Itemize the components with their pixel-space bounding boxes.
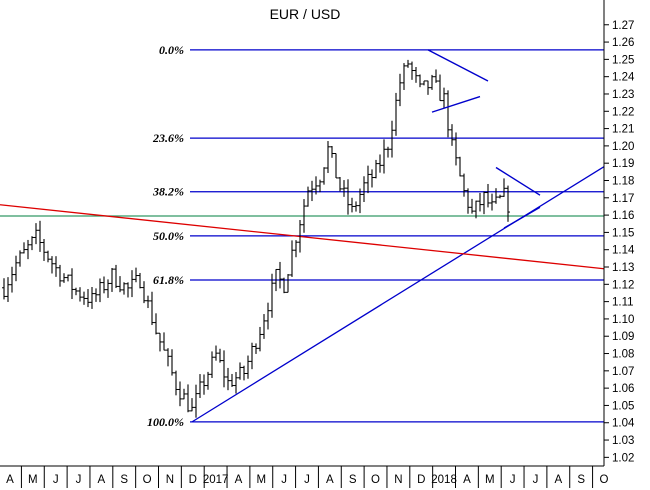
y-tick-label-16: 1.11 bbox=[612, 297, 634, 309]
y-tick-label-17: 1.10 bbox=[612, 314, 634, 326]
x-tick-label-13: J bbox=[304, 474, 310, 486]
x-tick-label-17: N bbox=[394, 474, 402, 486]
fib-label-5: 100.0% bbox=[147, 415, 184, 429]
x-tick-label-11: M bbox=[257, 474, 267, 486]
y-tick-label-5: 1.22 bbox=[612, 106, 634, 118]
y-tick-label-4: 1.23 bbox=[612, 89, 634, 101]
fib-label-4: 61.8% bbox=[153, 273, 184, 287]
y-tick-label-13: 1.14 bbox=[612, 245, 635, 257]
chart-title: EUR / USD bbox=[270, 6, 341, 22]
x-tick-label-24: A bbox=[554, 474, 562, 486]
x-tick-label-20: A bbox=[463, 474, 471, 486]
x-tick-label-2: J bbox=[53, 474, 59, 486]
y-tick-label-2: 1.25 bbox=[612, 54, 634, 66]
y-tick-label-14: 1.13 bbox=[612, 262, 634, 274]
x-tick-label-23: J bbox=[533, 474, 539, 486]
y-tick-label-20: 1.07 bbox=[612, 366, 634, 378]
triangle-1-line-0 bbox=[495, 166, 541, 196]
y-tick-label-25: 1.02 bbox=[612, 452, 634, 464]
x-tick-label-1: M bbox=[28, 474, 38, 486]
x-tick-label-4: A bbox=[98, 474, 106, 486]
x-tick-label-12: J bbox=[281, 474, 287, 486]
x-tick-label-10: A bbox=[235, 474, 243, 486]
y-tick-label-24: 1.03 bbox=[612, 435, 634, 447]
x-tick-label-0: A bbox=[6, 474, 14, 486]
y-tick-label-10: 1.17 bbox=[612, 193, 634, 205]
y-tick-label-22: 1.05 bbox=[612, 400, 634, 412]
x-tick-label-9: 2017 bbox=[203, 474, 229, 486]
fib-label-0: 0.0% bbox=[159, 43, 184, 57]
x-tick-label-22: J bbox=[510, 474, 516, 486]
x-tick-label-8: D bbox=[189, 474, 197, 486]
trendline-down bbox=[0, 204, 605, 270]
x-tick-label-3: J bbox=[76, 474, 82, 486]
y-tick-label-6: 1.21 bbox=[612, 124, 634, 136]
y-tick-label-11: 1.16 bbox=[612, 210, 634, 222]
y-tick-label-7: 1.20 bbox=[612, 141, 634, 153]
x-tick-label-25: S bbox=[577, 474, 585, 486]
trendline-up bbox=[191, 166, 605, 423]
x-tick-label-18: D bbox=[417, 474, 425, 486]
y-tick-label-1: 1.26 bbox=[612, 37, 634, 49]
triangle-0-line-1 bbox=[431, 95, 481, 113]
y-tick-label-21: 1.06 bbox=[612, 383, 634, 395]
y-tick-label-3: 1.24 bbox=[612, 72, 635, 84]
fib-label-1: 23.6% bbox=[152, 131, 184, 145]
y-tick-label-23: 1.04 bbox=[612, 418, 635, 430]
y-tick-label-15: 1.12 bbox=[612, 279, 634, 291]
y-tick-label-12: 1.15 bbox=[612, 227, 634, 239]
x-tick-label-21: M bbox=[485, 474, 495, 486]
triangle-1-line-1 bbox=[503, 206, 541, 229]
x-tick-label-15: S bbox=[349, 474, 357, 486]
x-tick-label-6: O bbox=[143, 474, 152, 486]
x-tick-label-14: A bbox=[326, 474, 334, 486]
x-tick-label-7: N bbox=[166, 474, 174, 486]
y-tick-label-19: 1.08 bbox=[612, 349, 634, 361]
x-tick-label-19: 2018 bbox=[431, 474, 457, 486]
x-tick-label-16: O bbox=[371, 474, 380, 486]
fib-label-3: 50.0% bbox=[153, 229, 184, 243]
triangle-0-line-0 bbox=[427, 49, 489, 82]
x-tick-label-5: S bbox=[120, 474, 128, 486]
y-tick-label-0: 1.27 bbox=[612, 20, 634, 32]
y-tick-label-8: 1.19 bbox=[612, 158, 634, 170]
y-tick-label-18: 1.09 bbox=[612, 331, 634, 343]
y-tick-label-9: 1.18 bbox=[612, 175, 634, 187]
fib-label-2: 38.2% bbox=[152, 185, 184, 199]
x-tick-label-26: O bbox=[600, 474, 609, 486]
